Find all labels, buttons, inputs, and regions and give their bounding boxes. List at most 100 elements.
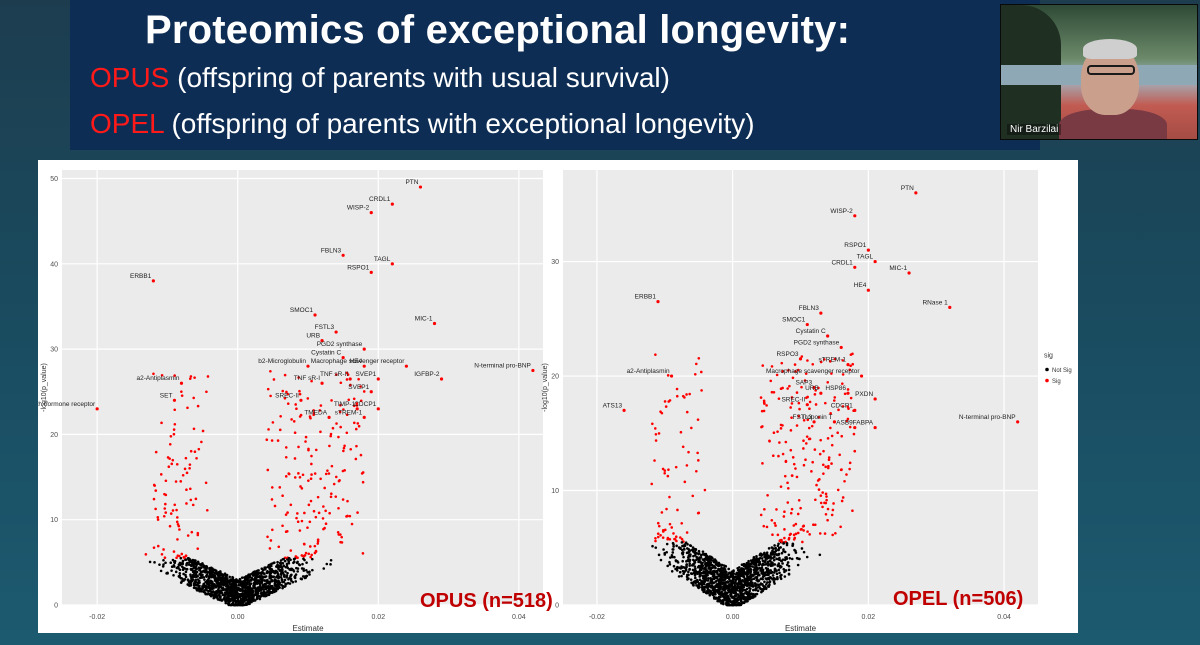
sig-point [301,554,305,558]
not-sig-point [729,572,733,576]
not-sig-point [273,561,276,564]
sig-point [340,535,343,539]
sig-point [814,403,818,406]
sig-point [285,530,289,533]
not-sig-point [688,562,692,566]
y-tick-label: 30 [50,347,58,354]
not-sig-point [203,578,206,581]
not-sig-point [696,585,700,589]
not-sig-point [269,586,273,589]
sig-point [339,381,343,385]
not-sig-point [206,585,210,588]
not-sig-point [267,582,271,585]
sig-point [798,407,801,411]
sig-point [350,522,354,526]
not-sig-point [691,563,695,566]
sig-point [205,508,209,512]
not-sig-point [230,602,234,606]
sig-point [771,533,774,537]
not-sig-point [248,598,252,602]
not-sig-point [254,575,258,579]
sig-point [805,435,809,438]
not-sig-point [190,576,193,580]
y-tick-label: 40 [50,261,58,268]
not-sig-point [774,569,778,572]
point-label: Macrophage scavenger receptor [766,368,860,375]
not-sig-point [247,596,251,600]
sig-point [152,372,155,376]
not-sig-point [692,554,695,558]
not-sig-point [227,580,231,584]
not-sig-point [676,561,680,564]
opel-definition: OPEL (offspring of parents with exceptio… [90,108,755,140]
not-sig-point [193,559,197,562]
not-sig-point [703,578,707,582]
not-sig-point [171,558,175,562]
sig-point [308,545,312,548]
sig-point [329,492,333,496]
not-sig-point [762,587,766,590]
not-sig-point [686,551,690,554]
sig-point [318,409,322,412]
not-sig-point [719,584,722,588]
not-sig-point [761,559,765,563]
not-sig-point [743,600,746,604]
sig-point [355,404,359,407]
sig-point [289,549,293,552]
sig-point [789,448,793,452]
sig-point [342,449,345,453]
not-sig-point [264,575,268,578]
sig-point [293,431,297,435]
sig-point [201,429,205,433]
sig-point [827,464,830,468]
not-sig-point [719,564,723,567]
not-sig-point [230,593,233,596]
sig-point [316,542,320,545]
sig-point [824,401,827,405]
not-sig-point [283,578,287,582]
sig-point [653,427,657,430]
sig-point [297,376,300,379]
sig-point [654,433,658,436]
not-sig-point [708,593,712,597]
not-sig-point [719,576,723,580]
not-sig-point [275,570,278,573]
not-sig-point [240,602,244,606]
y-tick-label: 20 [551,374,559,381]
not-sig-point [752,556,756,559]
labeled-point [334,330,338,334]
sig-point [345,515,348,518]
labeled-point [404,364,408,368]
not-sig-point [291,580,295,584]
point-label: WISP-2 [830,208,853,215]
not-sig-point [764,559,767,562]
sig-point [808,407,811,410]
not-sig-point [191,574,195,577]
not-sig-point [773,563,777,566]
sig-point [359,399,363,403]
sig-point [308,415,312,418]
sig-point [812,523,815,527]
sig-point [818,532,822,535]
not-sig-point [717,595,721,599]
sig-point [357,424,361,428]
not-sig-point [734,578,738,582]
sig-point [342,408,345,411]
participant-video-tile[interactable]: Nir Barzilai [1000,4,1198,140]
not-sig-point [703,553,706,557]
not-sig-point [206,571,210,574]
sig-point [189,449,193,453]
sig-point [191,503,195,507]
sig-point [206,375,210,378]
not-sig-point [681,559,684,563]
not-sig-point [198,568,202,572]
sig-point [176,538,179,541]
sig-point [790,416,793,419]
not-sig-point [654,546,658,549]
not-sig-point [753,571,757,574]
not-sig-point [302,557,305,561]
sig-point [823,501,826,505]
not-sig-point [188,560,191,564]
sig-point [349,447,353,451]
not-sig-point [189,573,192,576]
